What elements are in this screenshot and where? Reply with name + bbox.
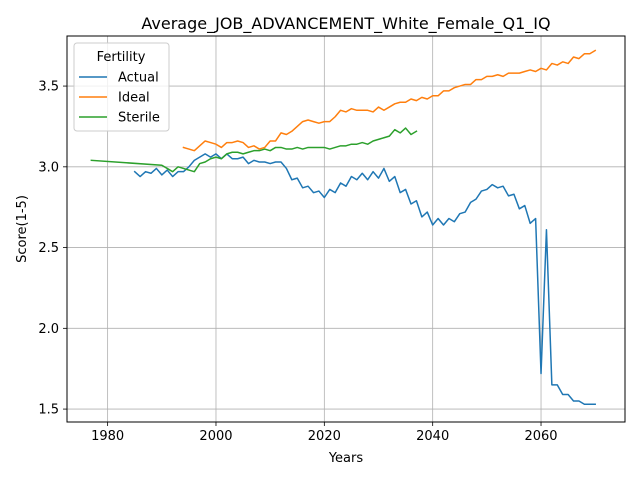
y-tick-label: 2.5 <box>38 241 59 256</box>
legend: Fertility Actual Ideal Sterile <box>73 42 170 132</box>
legend-label-actual: Actual <box>118 71 159 86</box>
y-tick-label: 2.0 <box>38 322 59 337</box>
plot-frame <box>66 35 626 423</box>
series-lines <box>90 49 597 405</box>
x-axis-label: Years <box>328 451 364 466</box>
x-tick-label: 2040 <box>416 429 449 444</box>
series-line-sterile <box>90 127 418 173</box>
legend-label-sterile: Sterile <box>118 111 160 126</box>
x-tick-label: 2060 <box>524 429 557 444</box>
series-line-ideal <box>182 49 597 152</box>
x-tick-label: 1980 <box>91 429 124 444</box>
series-line-actual <box>133 153 596 405</box>
x-tick-label: 2020 <box>308 429 341 444</box>
legend-box <box>73 42 170 132</box>
y-tick-label: 3.5 <box>38 80 59 95</box>
legend-title: Fertility <box>97 50 146 65</box>
x-tick-label: 2000 <box>199 429 232 444</box>
y-axis-label: Score(1-5) <box>15 195 30 263</box>
axis-ticks: 1980 2000 2020 2040 2060 1.5 2.0 2.5 3.0 3.5 <box>38 80 557 444</box>
chart-title: Average_JOB_ADVANCEMENT_White_Female_Q1_… <box>141 14 550 34</box>
legend-label-ideal: Ideal <box>118 91 150 106</box>
y-tick-label: 1.5 <box>38 403 59 418</box>
grid <box>67 36 625 422</box>
y-tick-label: 3.0 <box>38 160 59 175</box>
